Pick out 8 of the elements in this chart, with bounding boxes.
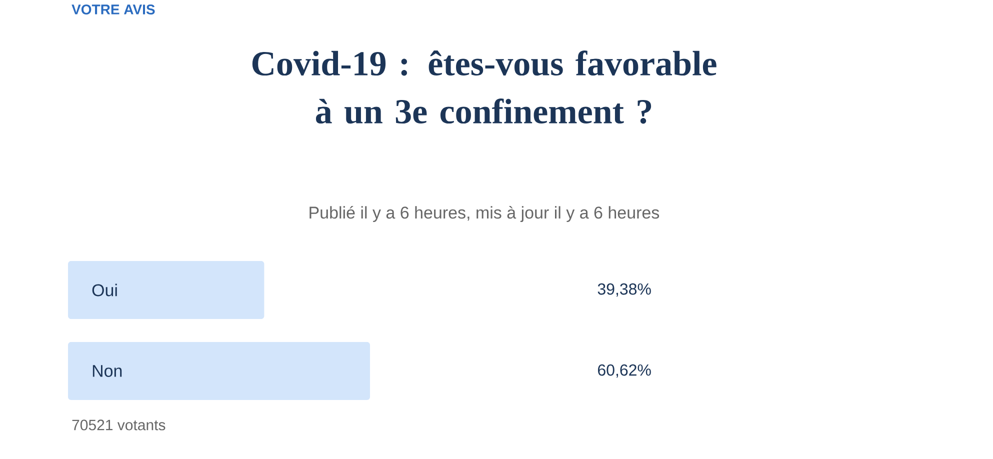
text: Covid-19 : êtes-vous favorable à un 3e confinement ? <box>252 50 716 124</box>
y-tick-label: Oui <box>92 284 117 296</box>
text: VOTRE AVIS <box>72 4 155 14</box>
text: 70521 votants <box>72 420 166 430</box>
text: Publié il y a 6 heures, mis à jour il y a 6 heures <box>310 206 660 222</box>
y-tick-label: Non <box>92 365 122 377</box>
data-label: 60,62% <box>598 364 651 378</box>
data-label: 39,38% <box>598 283 651 297</box>
